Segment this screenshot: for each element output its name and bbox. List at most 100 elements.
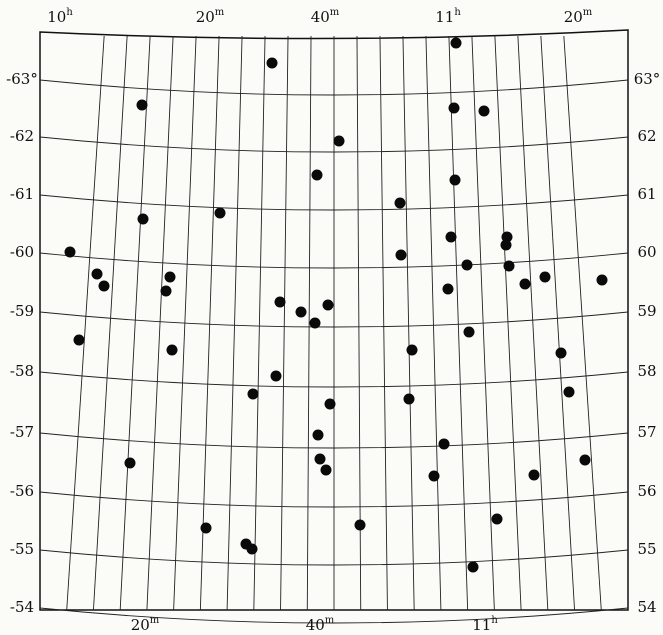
star [200,522,212,534]
ra-line [425,35,442,611]
dec-label-right: 61 [637,185,656,203]
star [91,268,103,280]
ra-value: 20 [196,8,215,26]
ra-line [448,35,469,611]
ra-value: 10 [47,8,66,26]
dec-label-left: -55 [10,540,34,558]
ra-line [471,35,495,611]
frame [39,29,629,611]
ra-value: 11 [472,616,491,634]
ra-unit: m [330,7,340,18]
dec-label-left: -54 [10,598,34,616]
star [403,393,415,405]
star [247,388,259,400]
ra-line [199,35,220,611]
ra-line [226,35,243,611]
dec-label-right: 54 [637,598,656,616]
ra-line [280,35,289,611]
ra-line [119,35,151,611]
ra-value: 11 [435,8,454,26]
star [449,174,461,186]
coordinate-grid [39,29,629,624]
star [295,306,307,318]
star [309,317,321,329]
ra-line [563,35,602,611]
dec-label-left: -56 [10,482,34,500]
star [64,246,76,258]
ra-label: 40m [306,615,335,635]
star [137,213,149,225]
ra-unit: m [583,7,593,18]
star [596,274,608,286]
dec-label-left: -62 [10,127,34,145]
star [394,197,406,209]
star [266,57,278,69]
star [324,398,336,410]
star [539,271,551,283]
dec-label-left: -57 [10,423,34,441]
star [354,519,366,531]
star [395,249,407,261]
ra-unit: m [150,615,160,626]
dec-label-left: -59 [10,302,34,320]
star [124,457,136,469]
ra-line [356,35,362,611]
ra-label: 20m [131,615,160,635]
ra-label: 11h [472,615,498,635]
star [519,278,531,290]
dec-label-right: 60 [637,243,656,261]
ra-line [173,35,197,611]
star [333,135,345,147]
ra-label: 10h [47,7,73,27]
dec-label-left: -60 [10,243,34,261]
ra-label: 40m [311,7,340,27]
dec-line [39,607,629,624]
star [555,347,567,359]
star [467,561,479,573]
dec-label-left: -63° [6,70,38,88]
ra-line [66,35,105,611]
ra-line [494,35,522,611]
star [320,464,332,476]
ra-line [402,35,415,611]
ra-line [253,35,266,611]
star [73,334,85,346]
ra-value: 20 [564,8,583,26]
star [491,513,503,525]
dec-label-right: 55 [637,540,656,558]
ra-value: 40 [306,616,325,634]
ra-unit: h [491,615,498,626]
ra-line [306,35,312,611]
dec-label-right: 58 [637,362,656,380]
ra-line [517,35,549,611]
ra-unit: m [215,7,225,18]
star [214,207,226,219]
star [478,105,490,117]
star [270,370,282,382]
star [450,37,462,49]
star [274,296,286,308]
ra-line [146,35,174,611]
star [312,429,324,441]
star [563,386,575,398]
star [322,299,334,311]
star [164,271,176,283]
star [311,169,323,181]
star [528,469,540,481]
star [166,344,178,356]
star [445,231,457,243]
ra-unit: h [454,7,461,18]
ra-line [540,35,575,611]
star [463,326,475,338]
stars [64,37,608,573]
star [406,344,418,356]
dec-label-left: -58 [10,362,34,380]
star [136,99,148,111]
dec-label-right: 63° [634,70,661,88]
star [500,239,512,251]
dec-label-right: 57 [637,423,656,441]
star [438,438,450,450]
